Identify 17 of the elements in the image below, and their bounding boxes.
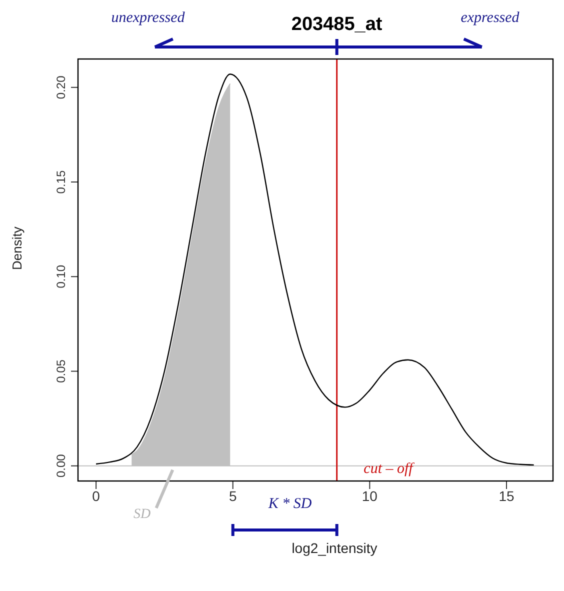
x-tick-label: 15 <box>498 488 514 504</box>
y-axis-title: Density <box>10 226 25 270</box>
x-axis-title: log2_intensity <box>292 540 378 556</box>
x-tick-label: 10 <box>362 488 378 504</box>
y-tick-label: 0.00 <box>54 454 68 478</box>
y-tick-label: 0.10 <box>54 264 68 288</box>
chart-title: 203485_at <box>291 14 383 35</box>
text: expressed <box>460 10 520 26</box>
y-tick-label: 0.15 <box>54 170 68 194</box>
text: SD <box>133 507 151 522</box>
ref-line-label: cut – off <box>364 461 415 477</box>
y-tick-label: 0.05 <box>54 359 68 383</box>
text: K * SD <box>267 496 312 512</box>
y-tick-label: 0.20 <box>54 75 68 100</box>
x-tick-label: 0 <box>92 488 100 504</box>
text: unexpressed <box>111 10 186 26</box>
x-tick-label: 5 <box>228 488 237 504</box>
